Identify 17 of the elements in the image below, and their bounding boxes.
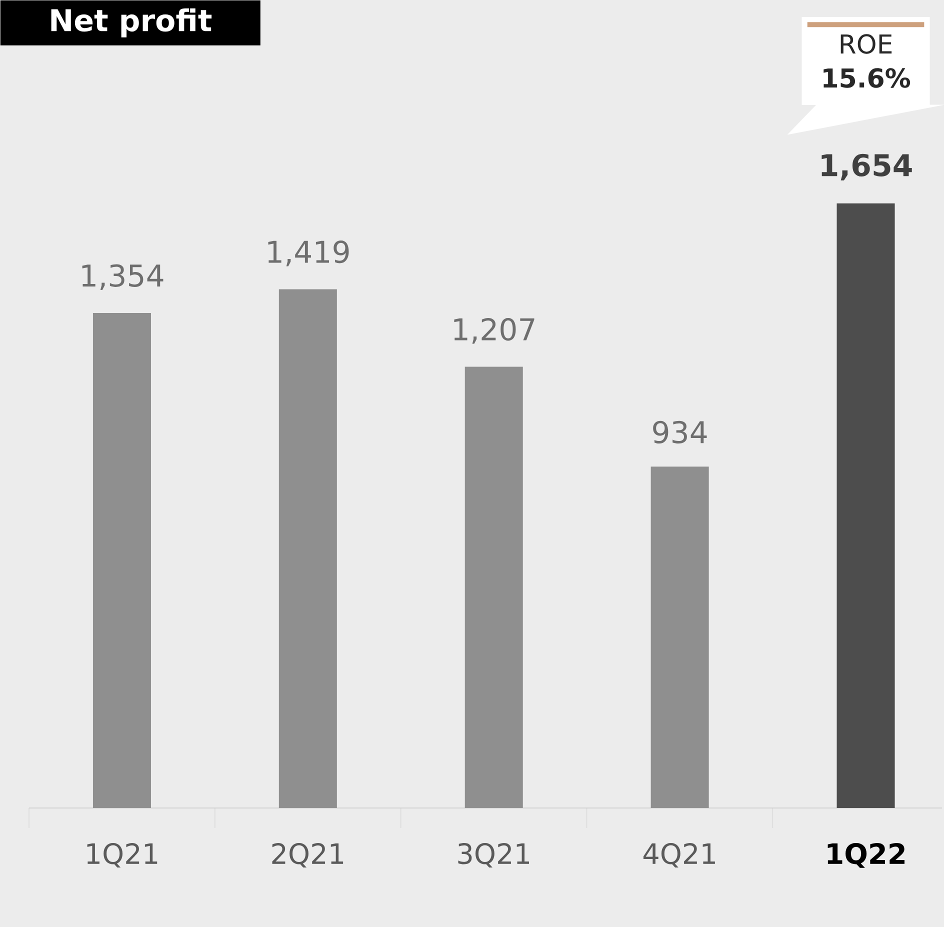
x-tick-label: 1Q22: [828, 843, 904, 868]
bar: [836, 203, 895, 808]
data-label: 934: [653, 420, 707, 444]
data-label: 1,654: [822, 154, 912, 180]
bar: [464, 366, 523, 808]
data-label: 1,354: [82, 264, 164, 290]
data-label: 1,419: [268, 240, 349, 266]
bar: [650, 466, 709, 808]
data-label: 1,207: [454, 318, 534, 344]
chart-title: Net profit: [51, 8, 212, 38]
text: ROE 15.6%: [824, 34, 910, 88]
bar: [92, 313, 151, 808]
x-tick-label: 3Q21: [458, 843, 530, 868]
x-tick-label: 2Q21: [272, 843, 344, 868]
x-tick-label: 4Q21: [643, 843, 715, 868]
bar: [278, 289, 337, 808]
x-tick-label: 1Q21: [87, 843, 158, 868]
